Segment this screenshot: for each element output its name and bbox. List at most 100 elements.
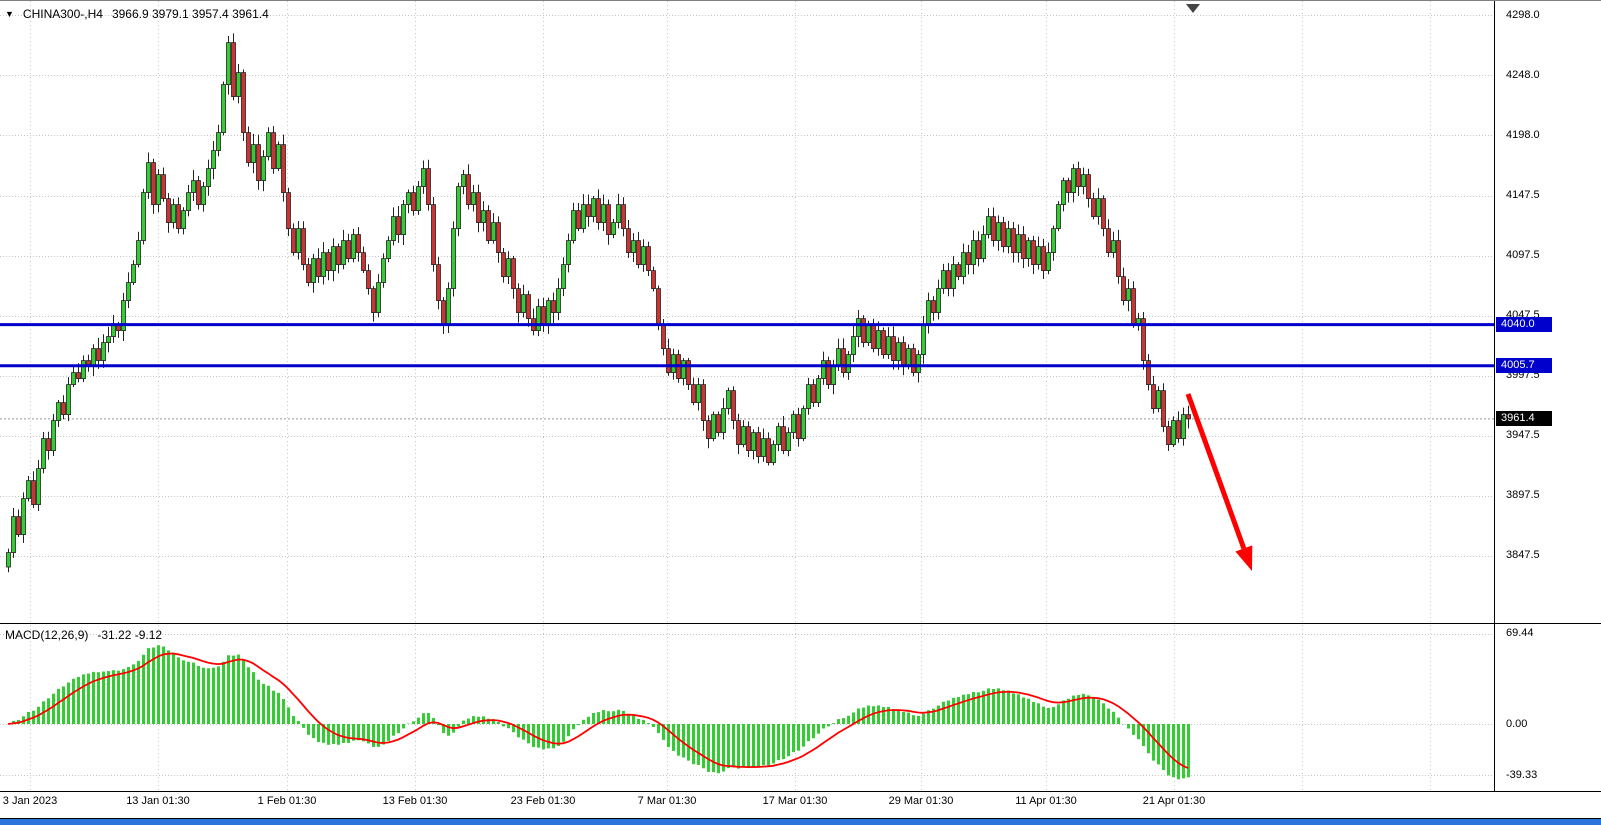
candle-body-bull: [986, 216, 991, 236]
candle-body-bull: [216, 132, 221, 152]
candle-body-bear: [1116, 240, 1121, 278]
candle-body-bear: [701, 384, 706, 422]
trend-arrow-head[interactable]: [1235, 545, 1253, 571]
candle-body-bear: [736, 420, 741, 446]
candle-body-bear: [716, 414, 721, 434]
candle-body-bull: [481, 210, 486, 224]
candle-body-bear: [1086, 174, 1091, 200]
trend-arrow-line[interactable]: [1185, 393, 1247, 550]
candle-body-bull: [786, 432, 791, 452]
candle-body-bull: [1111, 240, 1116, 254]
candle-body-bear: [1186, 414, 1191, 420]
candle-body-bull: [521, 294, 526, 314]
candle-body-bear: [396, 216, 401, 236]
candle-body-bear: [1091, 198, 1096, 218]
candle-body-bear: [706, 420, 711, 440]
candle-body-bear: [346, 240, 351, 260]
candle-body-bull: [836, 348, 841, 368]
candle-body-bear: [361, 252, 366, 272]
candle-body-bull: [1126, 288, 1131, 302]
candle-body-bull: [591, 198, 596, 218]
candle-body-bear: [511, 258, 516, 290]
candle-body-bull: [391, 216, 396, 242]
symbol-timeframe-label: CHINA300-,H4: [22, 7, 103, 21]
time-axis-label: 7 Mar 01:30: [637, 795, 697, 807]
candle-body-bull: [671, 354, 676, 374]
candle-body-bear: [31, 480, 36, 506]
candle-body-bear: [596, 198, 601, 224]
candle-body-bull: [41, 438, 46, 470]
candle-body-bull: [101, 342, 106, 362]
candle-body-bull: [821, 360, 826, 380]
candle-body-bear: [306, 264, 311, 284]
candle-body-bull: [491, 222, 496, 242]
candle-body-bull: [601, 204, 606, 224]
candle-body-bull: [876, 330, 881, 350]
candle-body-bear: [606, 204, 611, 236]
candle-body-bull: [266, 132, 271, 158]
candle-body-bull: [906, 348, 911, 368]
candle-body-bear: [301, 228, 306, 266]
candle-body-bull: [561, 264, 566, 290]
chart-shift-marker[interactable]: [1186, 4, 1200, 13]
candle-body-bear: [731, 390, 736, 422]
time-axis-label: 17 Mar 01:30: [762, 795, 828, 807]
candle-body-bear: [956, 264, 961, 278]
candle-body-bull: [536, 306, 541, 332]
price-axis-label: 4198.0: [1506, 128, 1540, 141]
candle-body-bull: [1046, 252, 1051, 272]
time-axis[interactable]: 3 Jan 2023 13 Jan 01:30 1 Feb 01:30 13 Feb …: [0, 792, 1601, 818]
candle-body-bull: [806, 384, 811, 410]
candle-body-bull: [321, 252, 326, 278]
candle-body-bull: [236, 72, 241, 97]
macd-name: MACD(12,26,9): [5, 628, 89, 642]
candle-body-bear: [1106, 228, 1111, 254]
price-axis-label: 3947.5: [1506, 429, 1540, 442]
price-axis-label: 3847.5: [1506, 549, 1540, 562]
candle-body-bull: [711, 414, 716, 440]
candle-body-bear: [336, 246, 341, 266]
symbol-dropdown-icon[interactable]: ▼: [5, 9, 14, 19]
candle-body-bear: [1021, 234, 1026, 260]
candle-body-bear: [1141, 318, 1146, 362]
candle-body-bull: [351, 234, 356, 260]
candle-body-bear: [766, 438, 771, 464]
candle-body-bull: [416, 186, 421, 212]
candle-body-bear: [76, 372, 81, 380]
candle-body-bear: [1161, 390, 1166, 428]
candle-body-bull: [136, 240, 141, 266]
candle-body-bull: [376, 282, 381, 314]
candle-body-bear: [811, 384, 816, 404]
price-axis[interactable]: 4298.0 4248.0 4198.0 4147.5 4097.5 4047.5 3997…: [1495, 1, 1601, 791]
candle-body-bull: [11, 516, 16, 553]
candle-body-bull: [936, 288, 941, 314]
candle-body-bull: [751, 432, 756, 452]
candle-body-bull: [131, 264, 136, 284]
candle-body-bull: [1016, 234, 1021, 254]
candle-body-bull: [831, 366, 836, 386]
candle-body-bull: [616, 204, 621, 224]
candle-body-bull: [546, 300, 551, 326]
bottom-blue-bar: [0, 819, 1601, 825]
candle-body-bear: [746, 426, 751, 452]
candle-body-bull: [91, 348, 96, 368]
candle-body-bear: [316, 258, 321, 278]
candle-body-bull: [1071, 168, 1076, 194]
candle-body-bear: [411, 192, 416, 212]
candle-body-bull: [981, 234, 986, 260]
macd-axis-label: 69.44: [1506, 627, 1534, 640]
time-axis-label: 21 Apr 01:30: [1142, 795, 1206, 807]
candle-body-bull: [51, 420, 56, 452]
candle-body-bull: [191, 180, 196, 194]
candle-body-bull: [141, 192, 146, 242]
candle-body-bear: [1041, 246, 1046, 272]
candle-body-bear: [1101, 198, 1106, 230]
candle-body-bear: [1146, 360, 1151, 386]
candle-body-bear: [286, 192, 291, 230]
candle-body-bear: [656, 288, 661, 326]
candle-body-bear: [166, 198, 171, 224]
candle-body-bull: [556, 288, 561, 314]
candle-body-bear: [516, 288, 521, 314]
